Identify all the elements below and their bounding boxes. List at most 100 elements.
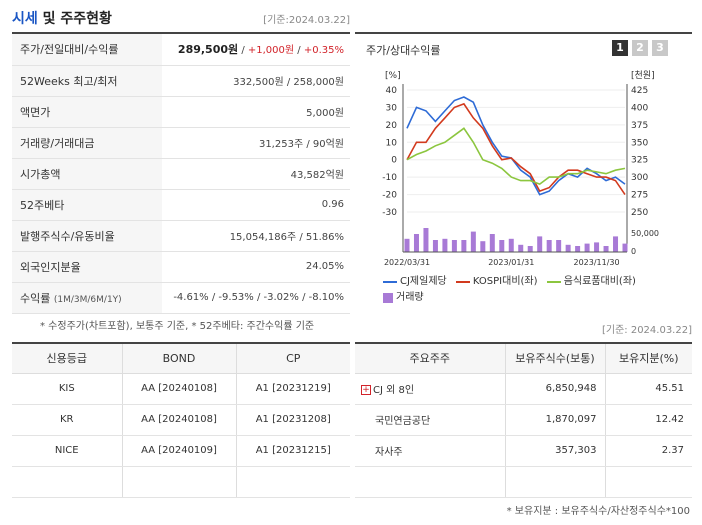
- y2-tick-label: 325: [631, 156, 648, 166]
- column-header: BOND: [121, 343, 236, 374]
- table-row: 52Weeks 최고/최저 332,500원 / 258,000원: [12, 65, 350, 97]
- agency-cell: KIS: [12, 373, 122, 405]
- section-title: 시세 및 주주현황: [12, 11, 112, 27]
- volume-bar: [603, 246, 609, 252]
- row-label: 주가/전일대비/수익률: [12, 34, 162, 66]
- cp-cell: A1 [20231215]: [235, 435, 350, 467]
- volume-bar: [613, 236, 619, 252]
- holder-name-cell: + CJ 외 8인: [355, 373, 505, 405]
- shares-cell: 357,303: [504, 435, 605, 467]
- price-info-table: 주가/전일대비/수익률 289,500원 / +1,000원 / +0.35% …: [12, 34, 350, 314]
- right-axis-unit: [천원]: [631, 70, 655, 81]
- price-value: 289,500원 / +1,000원 / +0.35%: [162, 34, 350, 66]
- shares-cell: [504, 466, 605, 498]
- chart-title: 주가/상대수익률: [366, 44, 441, 57]
- volume-bar: [404, 238, 410, 252]
- volume-bar: [413, 234, 419, 252]
- volume-bar: [461, 240, 467, 252]
- table-row: 수익률 (1M/3M/6M/1Y) -4.61% / -9.53% / -3.02…: [12, 282, 350, 314]
- volume-bar: [508, 238, 514, 252]
- row-label: 52주베타: [12, 189, 162, 221]
- price-chart: [%] [천원] 40 425 30 400 20 375 10 350 0 325 -10 300 -20…: [382, 70, 659, 267]
- agency-cell: NICE: [12, 435, 122, 467]
- holder-name-cell: 자사주: [355, 435, 505, 467]
- chart-header-rule: [355, 32, 692, 34]
- legend-food: 음식료품대비(좌): [546, 274, 636, 290]
- table-row: 국민연금공단 1,870,097 12.42: [355, 404, 692, 436]
- chart-button-2[interactable]: 2: [632, 40, 648, 56]
- left-axis-unit: [%]: [385, 71, 401, 81]
- column-header: 신용등급: [12, 343, 122, 374]
- table-row: 액면가 5,000원: [12, 96, 350, 128]
- bond-cell: AA [20240109]: [121, 435, 236, 467]
- table-row: 주가/전일대비/수익률 289,500원 / +1,000원 / +0.35%: [12, 34, 350, 66]
- row-label: 액면가: [12, 96, 162, 128]
- table-row: 52주베타 0.96: [12, 189, 350, 221]
- volume-bar: [432, 240, 438, 252]
- cp-cell: A1 [20231208]: [235, 404, 350, 436]
- volume-bar: [594, 242, 600, 252]
- chart-period-buttons: 1 2 3: [612, 40, 668, 56]
- y2-tick-label: 250: [631, 208, 648, 218]
- section-header: 시세 및 주주현황 [기준:2024.03.22]: [12, 8, 350, 32]
- table-row: 외국인지분율 24.05%: [12, 251, 350, 283]
- cp-cell: A1 [20231219]: [235, 373, 350, 405]
- y2-tick-label: 375: [631, 121, 648, 131]
- pct-cell: 45.51: [604, 373, 692, 405]
- row-label: 시가총액: [12, 158, 162, 190]
- volume-bar: [537, 236, 543, 252]
- bond-cell: AA [20240108]: [121, 373, 236, 405]
- footnote-left: * 수정주가(차트포함), 보통주 기준, * 52주베타: 주간수익률 기준: [40, 321, 315, 332]
- series-line: [406, 127, 626, 185]
- volume-bar: [470, 231, 476, 252]
- x-tick-label: 2023/01/31: [488, 258, 534, 267]
- y2-tick-label: 350: [631, 138, 648, 148]
- legend-kospi: KOSPI대비(좌): [455, 274, 538, 290]
- y2-tick-label: 400: [631, 103, 648, 113]
- pct-cell: 2.37: [604, 435, 692, 467]
- table-row: + CJ 외 8인 6,850,948 45.51: [355, 373, 692, 405]
- row-label: 발행주식수/유동비율: [12, 220, 162, 252]
- column-header: 보유지분(%): [604, 343, 692, 374]
- y-tick-label: -10: [382, 173, 397, 183]
- shares-cell: 6,850,948: [504, 373, 605, 405]
- agency-cell: [12, 466, 122, 498]
- shares-cell: 1,870,097: [504, 404, 605, 436]
- cp-cell: [235, 466, 350, 498]
- volume-bar: [480, 241, 486, 252]
- row-label: 거래량/거래대금: [12, 127, 162, 159]
- chart-button-1[interactable]: 1: [612, 40, 628, 56]
- volume-zero-label: 0: [631, 247, 636, 256]
- title-accent: 시세: [12, 11, 38, 27]
- bond-cell: AA [20240108]: [121, 404, 236, 436]
- x-tick-label: 2023/11/30: [574, 258, 620, 267]
- chart-legend: CJ제일제당 KOSPI대비(좌) 음식료품대비(좌) 거래량: [383, 273, 695, 309]
- row-label: 52Weeks 최고/최저: [12, 65, 162, 97]
- row-value: 5,000원: [162, 96, 350, 128]
- series-line: [406, 96, 626, 196]
- chart-button-3[interactable]: 3: [652, 40, 668, 56]
- column-header: CP: [235, 343, 350, 374]
- legend-cj: CJ제일제당: [383, 274, 447, 290]
- row-value: 0.96: [162, 189, 350, 221]
- row-value: 31,253주 / 90억원: [162, 127, 350, 159]
- table-row: [355, 466, 692, 498]
- row-value: 15,054,186주 / 51.86%: [162, 220, 350, 252]
- expand-icon[interactable]: +: [361, 385, 371, 395]
- volume-bar: [527, 246, 533, 252]
- row-value: 24.05%: [162, 251, 350, 283]
- y-tick-label: 40: [386, 86, 398, 96]
- y-tick-label: -20: [382, 191, 397, 201]
- volume-bar: [556, 240, 562, 252]
- table-row: KR AA [20240108] A1 [20231208]: [12, 404, 350, 436]
- legend-volume: 거래량: [383, 290, 424, 306]
- holder-name[interactable]: CJ 외 8인: [373, 385, 415, 396]
- y-tick-label: 30: [386, 103, 398, 113]
- row-label: 외국인지분율: [12, 251, 162, 283]
- volume-bar: [518, 244, 524, 252]
- table-row: 자사주 357,303 2.37: [355, 435, 692, 467]
- bond-cell: [121, 466, 236, 498]
- row-value: 332,500원 / 258,000원: [162, 65, 350, 97]
- y2-tick-label: 300: [631, 173, 648, 183]
- column-header: 보유주식수(보통): [504, 343, 605, 374]
